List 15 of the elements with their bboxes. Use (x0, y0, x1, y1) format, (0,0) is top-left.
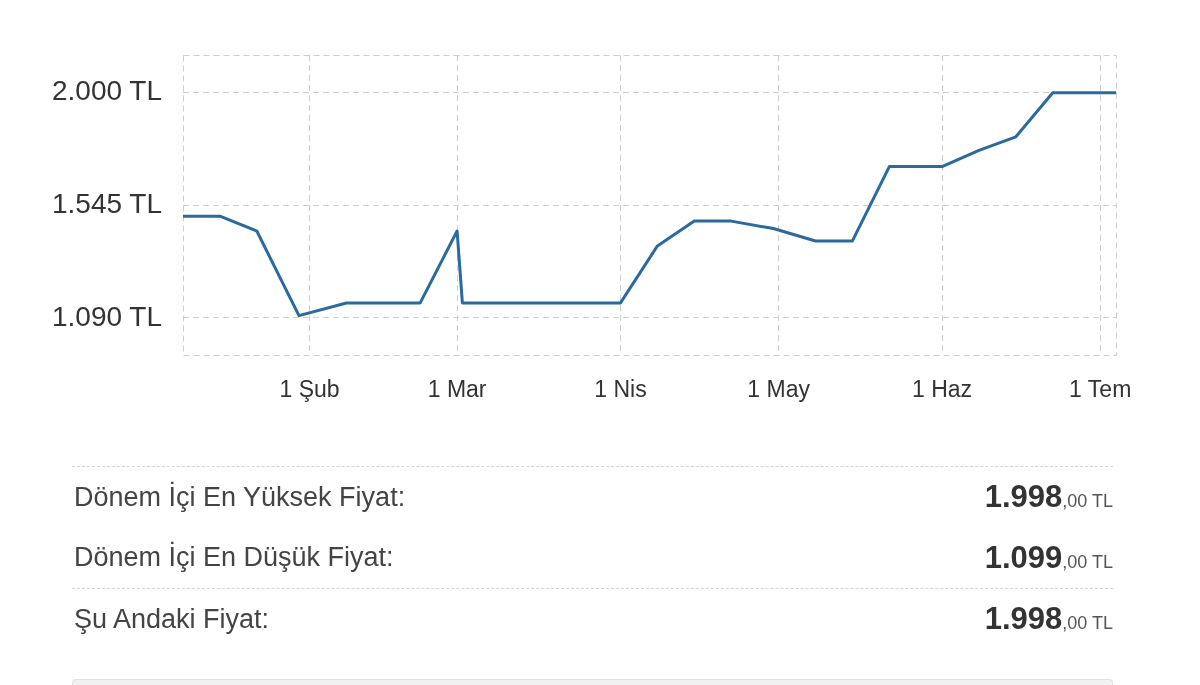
x-tick-label: 1 Nis (594, 376, 647, 403)
x-tick-label: 1 Tem (1069, 376, 1132, 403)
x-tick-label: 1 May (747, 376, 811, 403)
y-tick-label: 1.545 TL (51, 187, 162, 219)
x-tick-label: 1 Mar (427, 376, 487, 403)
x-tick-label: 1 Şub (279, 376, 340, 403)
text: 1.998,00 TL (984, 601, 1113, 636)
text: 1.099,00 TL (984, 539, 1113, 575)
y-tick-label: 2.000 TL (51, 74, 162, 106)
text: 1.998,00 TL (984, 479, 1113, 514)
text: Dönem İçi En Düşük Fiyat: (73, 542, 394, 573)
x-tick-label: 1 Haz (912, 376, 973, 403)
y-tick-label: 1.090 TL (51, 300, 162, 332)
text: Şu Andaki Fiyat: (73, 603, 270, 635)
text: Dönem İçi En Yüksek Fiyat: (73, 481, 406, 513)
